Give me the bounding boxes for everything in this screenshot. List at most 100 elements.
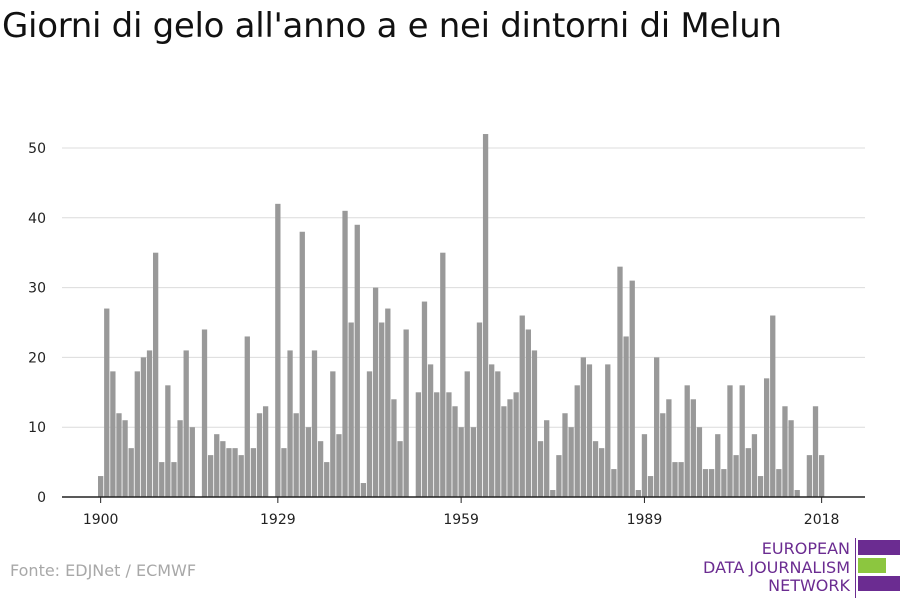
bar-1950 (403, 329, 409, 497)
bar-1968 (513, 392, 519, 497)
bar-2010 (770, 315, 776, 497)
bar-1938 (330, 371, 336, 497)
bar-1997 (690, 399, 696, 497)
logo-bar-bottom (858, 576, 900, 591)
y-tick-label: 30 (28, 281, 46, 297)
bar-1982 (599, 448, 605, 497)
source-note: Fonte: EDJNet / ECMWF (10, 561, 197, 580)
bar-1948 (391, 399, 397, 497)
bar-1942 (354, 224, 360, 497)
bar-1922 (232, 448, 238, 497)
bar-1992 (660, 413, 666, 497)
bar-1944 (366, 371, 373, 497)
x-tick-label: 1959 (443, 512, 479, 528)
bar-1902 (110, 371, 116, 497)
bar-1926 (256, 413, 263, 497)
bar-1939 (336, 434, 342, 497)
bar-1946 (379, 322, 385, 497)
bar-1976 (562, 413, 568, 497)
bar-2014 (794, 490, 800, 497)
bar-1912 (171, 462, 177, 497)
bar-1900 (98, 476, 104, 497)
bar-1903 (116, 413, 122, 497)
bar-1915 (189, 427, 195, 497)
bar-2008 (757, 476, 764, 497)
bar-2005 (739, 385, 745, 497)
bar-1953 (421, 301, 428, 497)
bar-2011 (776, 469, 782, 497)
bar-1927 (262, 406, 269, 497)
bar-1981 (592, 441, 599, 497)
bar-1947 (385, 308, 391, 497)
bar-1989 (641, 434, 648, 497)
edjnet-logo: EUROPEAN DATA JOURNALISM NETWORK (700, 538, 900, 598)
y-tick-label: 40 (28, 211, 46, 227)
bar-1923 (238, 455, 244, 497)
bar-1999 (702, 469, 709, 497)
bar-1994 (672, 462, 678, 497)
bar-1918 (207, 455, 214, 497)
bar-1911 (165, 385, 171, 497)
bar-1932 (293, 413, 299, 497)
y-tick-label: 0 (37, 490, 46, 506)
bar-2012 (782, 406, 788, 497)
bar-1904 (122, 420, 128, 497)
bar-1907 (140, 357, 147, 497)
y-axis-ticks: 0 10 20 30 40 50 (28, 141, 46, 506)
bar-1945 (372, 287, 379, 497)
bar-1979 (580, 357, 586, 497)
y-tick-label: 20 (28, 350, 46, 366)
bar-1984 (611, 469, 617, 497)
bar-1909 (152, 252, 159, 497)
bar-1919 (214, 434, 220, 497)
bar-1955 (434, 392, 440, 497)
bar-1960 (464, 371, 470, 497)
bar-2018 (818, 455, 825, 497)
y-tick-label: 50 (28, 141, 46, 157)
bar-1934 (305, 427, 312, 497)
bar-1962 (476, 322, 483, 497)
bar-1941 (348, 322, 354, 497)
logo-line-1: EUROPEAN (761, 539, 850, 558)
bar-2001 (715, 434, 721, 497)
x-tick-label: 1929 (260, 512, 296, 528)
bar-1986 (623, 336, 629, 497)
bar-1990 (647, 476, 654, 497)
bar-1964 (489, 364, 495, 497)
bar-1910 (159, 462, 165, 497)
bar-2009 (763, 378, 770, 497)
bar-1995 (678, 462, 684, 497)
bar-2004 (733, 455, 739, 497)
bar-1940 (342, 210, 348, 497)
bar-1958 (452, 406, 458, 497)
bar-1974 (550, 490, 556, 497)
x-tick-label: 1989 (627, 512, 663, 528)
logo-line-2: DATA JOURNALISM (703, 558, 850, 577)
bar-1930 (281, 448, 287, 497)
logo-divider (855, 538, 856, 598)
bar-1956 (440, 252, 446, 497)
bar-1914 (183, 350, 189, 497)
bar-1973 (544, 420, 550, 497)
bar-1987 (629, 280, 635, 497)
bar-1977 (568, 427, 574, 497)
x-tick-label: 2018 (804, 512, 840, 528)
bar-1978 (574, 385, 580, 497)
bar-1971 (531, 350, 538, 497)
bar-1970 (525, 329, 531, 497)
bar-1967 (507, 399, 513, 497)
chart-title: Giorni di gelo all'anno a e nei dintorni… (2, 6, 782, 46)
bar-2003 (727, 385, 733, 497)
bar-1966 (501, 406, 507, 497)
bar-1908 (146, 350, 153, 497)
bar-1905 (128, 448, 134, 497)
bar-1957 (446, 392, 452, 497)
bar-1924 (244, 336, 250, 497)
bar-1959 (458, 427, 464, 497)
bar-2016 (806, 455, 813, 497)
bar-1937 (324, 462, 330, 497)
bar-2013 (788, 420, 794, 497)
bar-1906 (134, 371, 140, 497)
y-tick-label: 10 (28, 420, 46, 436)
